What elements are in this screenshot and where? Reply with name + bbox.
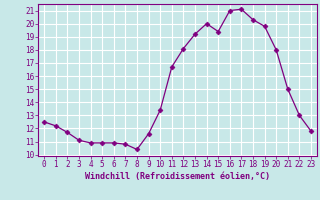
X-axis label: Windchill (Refroidissement éolien,°C): Windchill (Refroidissement éolien,°C): [85, 172, 270, 181]
